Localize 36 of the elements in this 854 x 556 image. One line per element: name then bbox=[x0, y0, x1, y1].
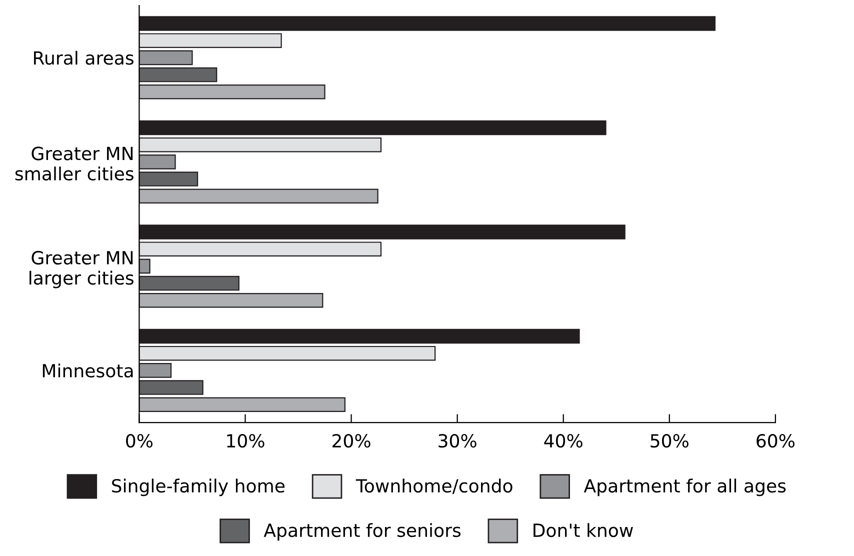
y-tick-label: Rural areas bbox=[34, 50, 134, 65]
x-tick-label: 0% bbox=[126, 434, 153, 448]
x-tick-label: 20% bbox=[332, 434, 370, 448]
bar bbox=[139, 16, 716, 31]
y-tick-label: Greater MN smaller cities bbox=[15, 146, 134, 181]
legend-label: Single-family home bbox=[112, 478, 285, 496]
x-tick-label: 60% bbox=[756, 434, 794, 448]
legend-label: Apartment for seniors bbox=[264, 523, 461, 541]
bar bbox=[139, 154, 176, 170]
x-tick-label: 10% bbox=[227, 434, 264, 448]
bar bbox=[139, 120, 606, 136]
bar bbox=[139, 258, 150, 274]
bar bbox=[139, 137, 382, 152]
bar bbox=[139, 380, 204, 395]
x-tick-label: 30% bbox=[438, 434, 476, 448]
bar bbox=[139, 242, 382, 256]
bar bbox=[139, 188, 378, 204]
bar bbox=[139, 67, 218, 82]
bar bbox=[139, 276, 240, 291]
bar bbox=[139, 397, 346, 412]
bar bbox=[139, 292, 324, 308]
y-tick-label: Minnesota bbox=[42, 364, 133, 378]
bar bbox=[139, 84, 326, 100]
y-tick-label: Greater MN larger cities bbox=[30, 250, 134, 288]
bar bbox=[139, 172, 198, 186]
bar bbox=[139, 363, 172, 378]
bar bbox=[139, 224, 626, 240]
legend-label: Apartment for all ages bbox=[584, 478, 786, 496]
bar bbox=[139, 33, 282, 48]
legend-label: Townhome/condo bbox=[356, 478, 512, 494]
bar bbox=[139, 50, 193, 66]
bar bbox=[139, 346, 436, 361]
x-tick-label: 50% bbox=[650, 434, 688, 448]
bar bbox=[139, 328, 580, 344]
legend-label: Don't know bbox=[534, 523, 633, 538]
x-tick-label: 40% bbox=[544, 434, 582, 448]
